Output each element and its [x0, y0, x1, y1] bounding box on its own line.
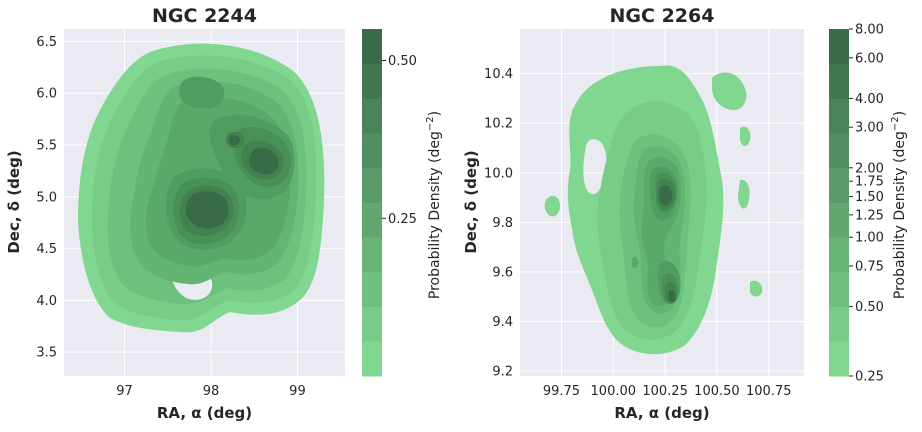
y-tick-label: 5.0	[36, 190, 57, 205]
colorbar-tick-label: 2.00	[855, 161, 884, 176]
x-tick-label: 100.25	[642, 384, 688, 399]
colorbar-tick-label: 6.00	[855, 51, 884, 66]
colorbar-tick-label: 1.25	[855, 208, 884, 223]
contour-ngc2264-blob-east	[712, 72, 763, 297]
tick-labels-ngc2244: 97 98 99 3.5 4.0 4.5 5.0 5.5 6.0 6.5	[36, 35, 305, 399]
chart-title-ngc2264: NGC 2264	[610, 5, 715, 27]
colorbar-label-close-ngc2264: )	[892, 111, 908, 116]
contour-ngc2264-level-9	[659, 185, 676, 302]
x-tick-label: 100.75	[746, 384, 792, 399]
colorbar-tick-label: 1.00	[855, 231, 884, 246]
x-tick-label: 100.00	[591, 384, 637, 399]
colorbar-label-ngc2264: Probability Density (deg−2)	[890, 111, 908, 299]
y-axis-label-ngc2264: Dec, δ (deg)	[462, 150, 480, 253]
colorbar-band	[829, 202, 849, 238]
y-tick-label: 4.5	[36, 242, 57, 257]
colorbar-bands-ngc2244	[362, 29, 382, 377]
density-contours-ngc2264	[544, 65, 763, 355]
colorbar-band	[829, 306, 849, 342]
colorbar-ngc2244: 0.25 0.50 Probability Density (deg−2)	[362, 29, 443, 377]
y-tick-label: 5.5	[36, 139, 57, 154]
colorbar-tick-label: 3.00	[855, 121, 884, 136]
colorbar-tick-label: 0.75	[855, 260, 884, 275]
y-tick-label: 10.4	[484, 67, 513, 82]
chart-ngc2264: NGC 2264 RA, α (deg) Dec, δ (deg) 99.75 1…	[462, 5, 804, 422]
colorbar-label-exp-ngc2244: −2	[425, 116, 436, 131]
colorbar-band	[829, 133, 849, 169]
colorbar-band	[829, 167, 849, 203]
contour-ngc2244-level-9	[186, 135, 279, 229]
colorbar-label-text-ngc2264: Probability Density (deg	[892, 131, 908, 299]
y-tick-label: 9.4	[492, 315, 513, 330]
y-tick-label: 6.5	[36, 35, 57, 50]
tick-labels-ngc2264: 99.75 100.00 100.25 100.50 100.75 9.2 9.4 9.6 9.…	[484, 67, 791, 399]
colorbar-tick-label: 1.75	[855, 175, 884, 190]
colorbar-band	[829, 29, 849, 65]
colorbar-label-text-ngc2244: Probability Density (deg	[427, 131, 443, 299]
colorbar-tick-label: 0.50	[388, 54, 417, 69]
colorbar-band	[829, 237, 849, 273]
colorbar-ticks-ngc2244: 0.25 0.50	[382, 54, 417, 227]
colorbar-band	[829, 341, 849, 377]
chart-ngc2244: NGC 2244 RA, α (deg) Dec, δ (deg) 97 98 99…	[5, 5, 345, 422]
colorbar-band	[362, 306, 382, 342]
y-tick-label: 4.0	[36, 294, 57, 309]
colorbar-ticks-ngc2264: 0.25 0.50 0.75 1.00 1.25 1.501.752.00 3.00 4.00…	[849, 23, 884, 385]
y-tick-label: 9.6	[492, 265, 513, 280]
colorbar-band	[362, 63, 382, 99]
colorbar-tick-label: 0.25	[855, 370, 884, 385]
colorbar-band	[362, 167, 382, 203]
colorbar-band	[362, 29, 382, 65]
colorbar-label-exp-ngc2264: −2	[890, 116, 901, 131]
y-tick-label: 10.0	[484, 166, 513, 181]
y-axis-label-ngc2244: Dec, δ (deg)	[5, 150, 23, 253]
colorbar-band	[829, 63, 849, 99]
x-tick-label: 97	[116, 384, 133, 399]
x-tick-label: 98	[203, 384, 220, 399]
colorbar-tick-label: 0.50	[855, 300, 884, 315]
y-tick-label: 9.8	[492, 216, 513, 231]
colorbar-tick-label: 4.00	[855, 92, 884, 107]
colorbar-band	[362, 271, 382, 308]
colorbar-tick-label: 0.25	[388, 212, 417, 227]
colorbar-band	[829, 271, 849, 308]
colorbar-band	[829, 98, 849, 134]
contour-ngc2264-blob-west	[544, 109, 585, 217]
x-axis-label-ngc2244: RA, α (deg)	[157, 404, 252, 422]
y-tick-label: 6.0	[36, 87, 57, 102]
x-tick-label: 100.50	[694, 384, 740, 399]
colorbar-label-ngc2244: Probability Density (deg−2)	[425, 111, 443, 299]
chart-title-ngc2244: NGC 2244	[152, 5, 257, 27]
density-contours-ngc2244	[78, 43, 325, 333]
colorbar-label-close-ngc2244: )	[427, 111, 443, 116]
y-tick-label: 3.5	[36, 346, 57, 361]
x-tick-label: 99.75	[543, 384, 580, 399]
colorbar-band	[362, 202, 382, 238]
colorbar-band	[362, 341, 382, 377]
x-tick-label: 99	[289, 384, 306, 399]
colorbar-band	[362, 237, 382, 273]
y-tick-label: 9.2	[492, 365, 513, 380]
colorbar-band	[362, 98, 382, 134]
colorbar-band	[362, 133, 382, 169]
colorbar-tick-label: 1.50	[855, 190, 884, 205]
colorbar-ngc2264: 0.25 0.50 0.75 1.00 1.25 1.501.752.00 3.00 4.00…	[829, 23, 908, 385]
colorbar-tick-label: 8.00	[855, 23, 884, 38]
y-tick-label: 10.2	[484, 117, 513, 132]
colorbar-bands-ngc2264	[829, 29, 849, 377]
x-axis-label-ngc2264: RA, α (deg)	[614, 404, 709, 422]
